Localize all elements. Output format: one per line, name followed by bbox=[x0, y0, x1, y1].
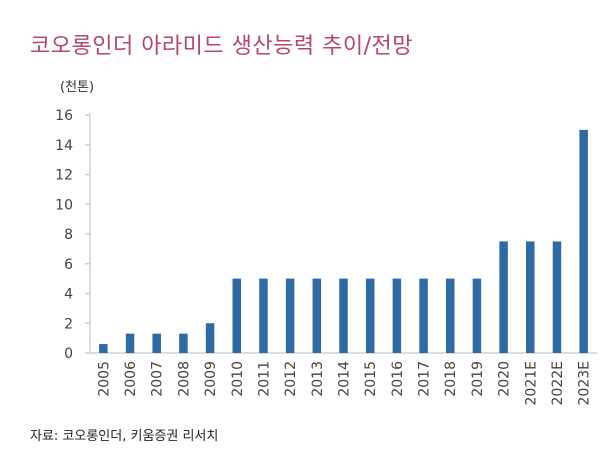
bar-2012 bbox=[285, 278, 295, 353]
chart-title: 코오롱인더 아라미드 생산능력 추이/전망 bbox=[30, 34, 413, 59]
x-tick-label: 2018 bbox=[443, 361, 459, 397]
x-tick-label: 2005 bbox=[96, 361, 112, 397]
bar-2017 bbox=[419, 278, 428, 353]
bar-2020 bbox=[499, 241, 508, 353]
x-tick-label: 2014 bbox=[337, 361, 353, 397]
x-tick-label: 2013 bbox=[310, 361, 326, 397]
bar-2014 bbox=[339, 278, 348, 353]
y-axis-unit-label: (천톤) bbox=[60, 80, 95, 95]
x-tick-label: 2019 bbox=[470, 361, 486, 397]
source-note: 자료: 코오롱인더, 키움증권 리서치 bbox=[30, 429, 219, 444]
x-tick-label: 2009 bbox=[203, 361, 219, 397]
bar-2006 bbox=[125, 333, 135, 353]
bar-2010 bbox=[232, 278, 242, 353]
x-tick-label: 2016 bbox=[390, 361, 406, 397]
y-tick-label: 0 bbox=[64, 346, 73, 362]
y-tick-label: 12 bbox=[55, 168, 73, 184]
y-tick-label: 4 bbox=[64, 287, 73, 303]
bar-2019 bbox=[472, 278, 482, 353]
bar-2013 bbox=[312, 278, 322, 353]
bar-2022E bbox=[552, 241, 562, 353]
x-tick-label: 2015 bbox=[363, 361, 379, 397]
bar-2015 bbox=[365, 278, 375, 353]
x-tick-label: 2021E bbox=[523, 361, 539, 405]
x-tick-label: 2008 bbox=[176, 361, 192, 397]
x-tick-label: 2023E bbox=[577, 361, 593, 405]
x-tick-label: 2006 bbox=[123, 361, 139, 397]
x-tick-label: 2020 bbox=[497, 361, 513, 397]
y-tick-label: 10 bbox=[55, 197, 73, 213]
y-tick-label: 6 bbox=[64, 257, 73, 273]
x-tick-label: 2017 bbox=[417, 361, 433, 397]
y-tick-label: 16 bbox=[55, 108, 73, 124]
bar-2009 bbox=[205, 323, 215, 353]
x-tick-label: 2022E bbox=[550, 361, 566, 405]
bar-2023E bbox=[579, 129, 588, 353]
bar-2018 bbox=[445, 278, 455, 353]
y-tick-label: 2 bbox=[64, 316, 73, 332]
y-tick-label: 8 bbox=[64, 227, 73, 243]
x-tick-label: 2007 bbox=[150, 361, 166, 397]
y-tick-label: 14 bbox=[55, 138, 73, 154]
bar-2021E bbox=[526, 241, 535, 353]
bar-2007 bbox=[152, 333, 161, 353]
bar-2016 bbox=[392, 278, 402, 353]
x-tick-label: 2010 bbox=[230, 361, 246, 397]
bar-2008 bbox=[179, 333, 188, 353]
bar-2011 bbox=[259, 278, 268, 353]
bar-2005 bbox=[99, 344, 108, 353]
x-tick-label: 2011 bbox=[256, 361, 272, 397]
x-tick-label: 2012 bbox=[283, 361, 299, 397]
